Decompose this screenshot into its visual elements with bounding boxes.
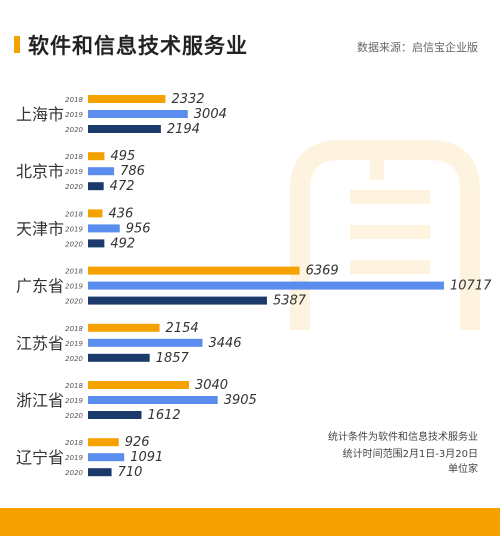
data-label: 786 bbox=[120, 164, 145, 179]
category-label: 北京市 bbox=[16, 162, 64, 181]
data-label: 956 bbox=[126, 221, 151, 236]
data-label: 3004 bbox=[194, 107, 227, 122]
series-year-label: 2018 bbox=[65, 325, 83, 333]
data-label: 5387 bbox=[273, 294, 307, 309]
bar-2020 bbox=[88, 125, 161, 133]
category-label: 广东省 bbox=[16, 277, 64, 296]
series-year-label: 2020 bbox=[65, 126, 83, 134]
bar-2020 bbox=[88, 296, 267, 305]
series-year-label: 2019 bbox=[65, 397, 83, 405]
bar-2020 bbox=[88, 353, 150, 362]
bar-2018 bbox=[88, 323, 160, 332]
bar-2019 bbox=[88, 453, 125, 462]
data-label: 436 bbox=[108, 206, 133, 221]
bar-2019 bbox=[88, 167, 115, 176]
category-label: 天津市 bbox=[16, 219, 64, 238]
data-label: 1612 bbox=[148, 408, 181, 423]
title-accent-bar bbox=[14, 36, 20, 53]
bar-2019 bbox=[88, 281, 444, 290]
chart-title: 软件和信息技术服务业 bbox=[28, 34, 248, 58]
series-year-label: 2019 bbox=[65, 283, 83, 291]
series-year-label: 2018 bbox=[65, 210, 83, 218]
bar-2020 bbox=[88, 411, 142, 419]
bar-2018 bbox=[88, 438, 119, 447]
data-label: 1857 bbox=[156, 351, 190, 366]
data-label: 710 bbox=[118, 465, 143, 480]
series-year-label: 2018 bbox=[65, 96, 83, 104]
series-year-label: 2020 bbox=[65, 412, 83, 420]
series-year-label: 2018 bbox=[65, 382, 83, 390]
note-unit: 单位家 bbox=[448, 464, 478, 475]
series-year-label: 2020 bbox=[65, 469, 83, 477]
bar-2018 bbox=[88, 266, 300, 275]
data-label: 2194 bbox=[167, 122, 200, 137]
series-year-label: 2018 bbox=[65, 268, 83, 276]
data-label: 926 bbox=[125, 435, 150, 450]
series-year-label: 2020 bbox=[65, 240, 83, 248]
data-label: 2332 bbox=[171, 92, 204, 107]
bar-2020 bbox=[88, 239, 105, 248]
series-year-label: 2019 bbox=[65, 340, 83, 348]
bar-2019 bbox=[88, 110, 188, 118]
footer-accent-bar bbox=[0, 508, 500, 536]
bar-2018 bbox=[88, 152, 105, 161]
series-year-label: 2019 bbox=[65, 111, 83, 119]
series-year-label: 2020 bbox=[65, 298, 83, 306]
bar-2020 bbox=[88, 182, 104, 191]
bar-2018 bbox=[88, 95, 166, 103]
data-label: 495 bbox=[110, 149, 135, 164]
bar-2019 bbox=[88, 224, 120, 233]
data-label: 2154 bbox=[166, 321, 199, 336]
data-label: 3905 bbox=[224, 393, 257, 408]
bar-2019 bbox=[88, 338, 203, 347]
series-year-label: 2018 bbox=[65, 153, 83, 161]
category-label: 浙江省 bbox=[16, 391, 64, 410]
category-label: 江苏省 bbox=[16, 334, 64, 353]
data-label: 10717 bbox=[450, 279, 492, 294]
series-year-label: 2019 bbox=[65, 454, 83, 462]
bar-2018 bbox=[88, 381, 189, 389]
data-label: 3040 bbox=[195, 378, 228, 393]
note-condition: 统计条件为软件和信息技术服务业 bbox=[328, 432, 478, 443]
data-label: 492 bbox=[110, 236, 135, 251]
series-year-label: 2020 bbox=[65, 183, 83, 191]
note-time-range: 统计时间范围2月1日-3月20日 bbox=[342, 449, 478, 460]
watermark-logo bbox=[290, 140, 480, 330]
data-label: 6369 bbox=[306, 264, 339, 279]
series-year-label: 2018 bbox=[65, 439, 83, 447]
data-label: 3446 bbox=[208, 336, 241, 351]
category-label: 上海市 bbox=[16, 105, 64, 124]
data-label: 472 bbox=[110, 179, 135, 194]
category-label: 辽宁省 bbox=[16, 448, 64, 467]
data-label: 1091 bbox=[130, 450, 163, 465]
bar-2018 bbox=[88, 209, 103, 218]
bar-2020 bbox=[88, 468, 112, 477]
series-year-label: 2019 bbox=[65, 168, 83, 176]
bar-2019 bbox=[88, 396, 218, 404]
series-year-label: 2020 bbox=[65, 355, 83, 363]
data-source: 数据来源：启信宝企业版 bbox=[357, 41, 478, 54]
series-year-label: 2019 bbox=[65, 225, 83, 233]
